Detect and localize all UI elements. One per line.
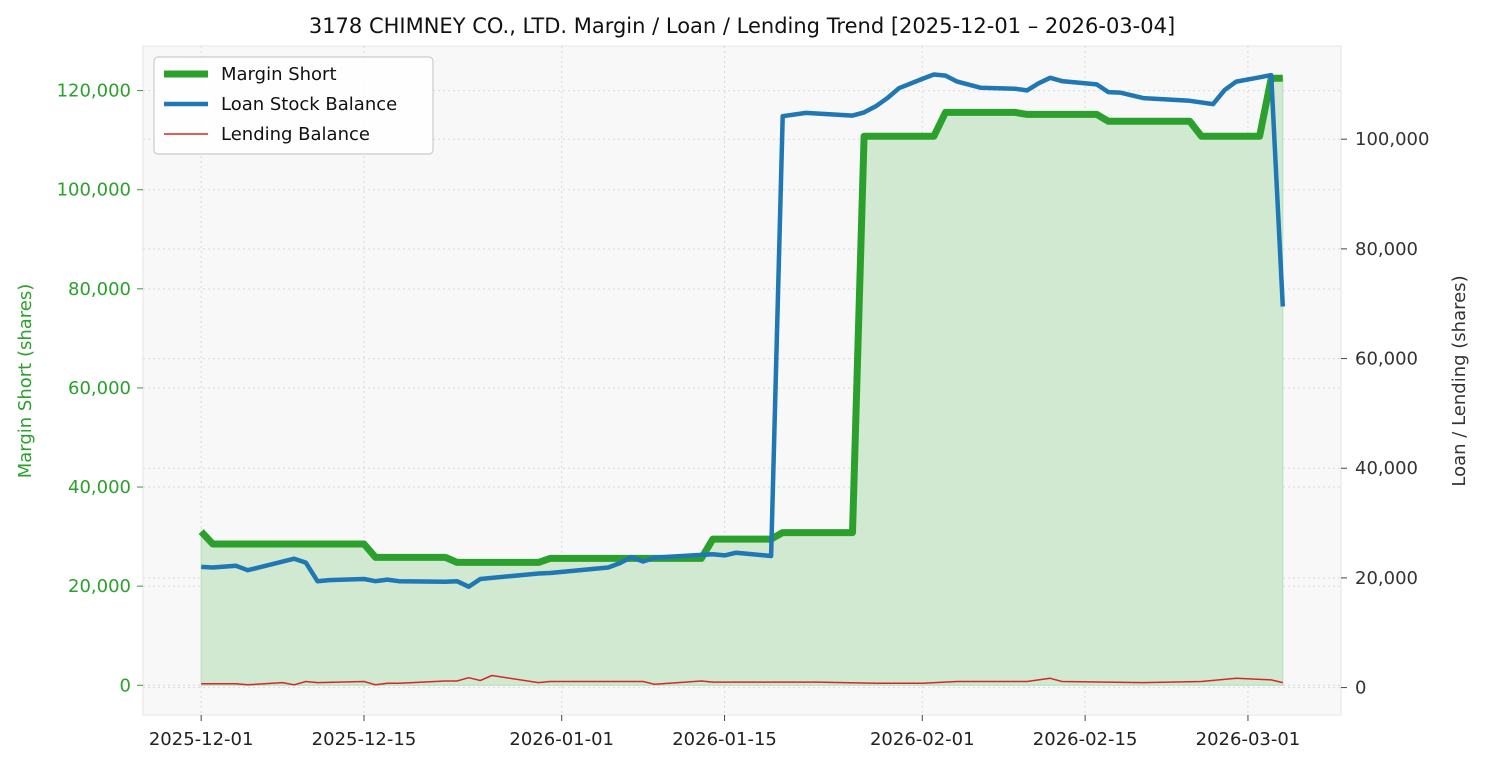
- y-right-tick-label: 100,000: [1355, 129, 1429, 150]
- y-right-axis-title: Loan / Lending (shares): [1449, 275, 1470, 486]
- y-left-tick-label: 0: [120, 675, 131, 696]
- lending-balance-line: [201, 674, 1283, 686]
- x-tick-label: 2025-12-01: [149, 729, 254, 750]
- margin-short-line: [198, 74, 1283, 566]
- y-left-tick-label: 40,000: [68, 477, 131, 498]
- legend-label-loan-stock-balance: Loan Stock Balance: [221, 94, 397, 115]
- x-tick-label: 2026-02-15: [1033, 729, 1138, 750]
- y-right-tick-label: 60,000: [1355, 349, 1418, 370]
- y-left-tick-label: 20,000: [68, 576, 131, 597]
- x-tick-label: 2026-02-01: [870, 729, 975, 750]
- chart-title: 3178 CHIMNEY CO., LTD. Margin / Loan / L…: [309, 14, 1175, 38]
- y-left-tick-label: 60,000: [68, 378, 131, 399]
- axis-layer: 2025-12-01 2025-12-15 2026-01-01 2026-01-15…: [57, 81, 1430, 750]
- y-left-axis-title: Margin Short (shares): [15, 284, 36, 479]
- y-right-tick-label: 80,000: [1355, 239, 1418, 260]
- x-tick-label: 2025-12-15: [312, 729, 417, 750]
- legend-label-margin-short: Margin Short: [221, 64, 337, 85]
- y-left-tick-label: 80,000: [68, 279, 131, 300]
- series-layer: [198, 72, 1286, 686]
- y-left-tick-label: 100,000: [57, 180, 131, 201]
- loan-stock-balance-line: [201, 72, 1286, 589]
- x-tick-label: 2026-01-15: [672, 729, 777, 750]
- legend: Margin Short Loan Stock Balance Lending …: [153, 56, 434, 155]
- legend-label-lending-balance: Lending Balance: [221, 124, 370, 145]
- y-right-tick-label: 0: [1355, 678, 1366, 699]
- y-right-tick-label: 40,000: [1355, 458, 1418, 479]
- x-tick-label: 2026-03-01: [1196, 729, 1301, 750]
- x-tick-label: 2026-01-01: [509, 729, 614, 750]
- legend-box: [153, 56, 434, 155]
- y-right-tick-label: 20,000: [1355, 568, 1418, 589]
- y-left-tick-label: 120,000: [57, 81, 131, 102]
